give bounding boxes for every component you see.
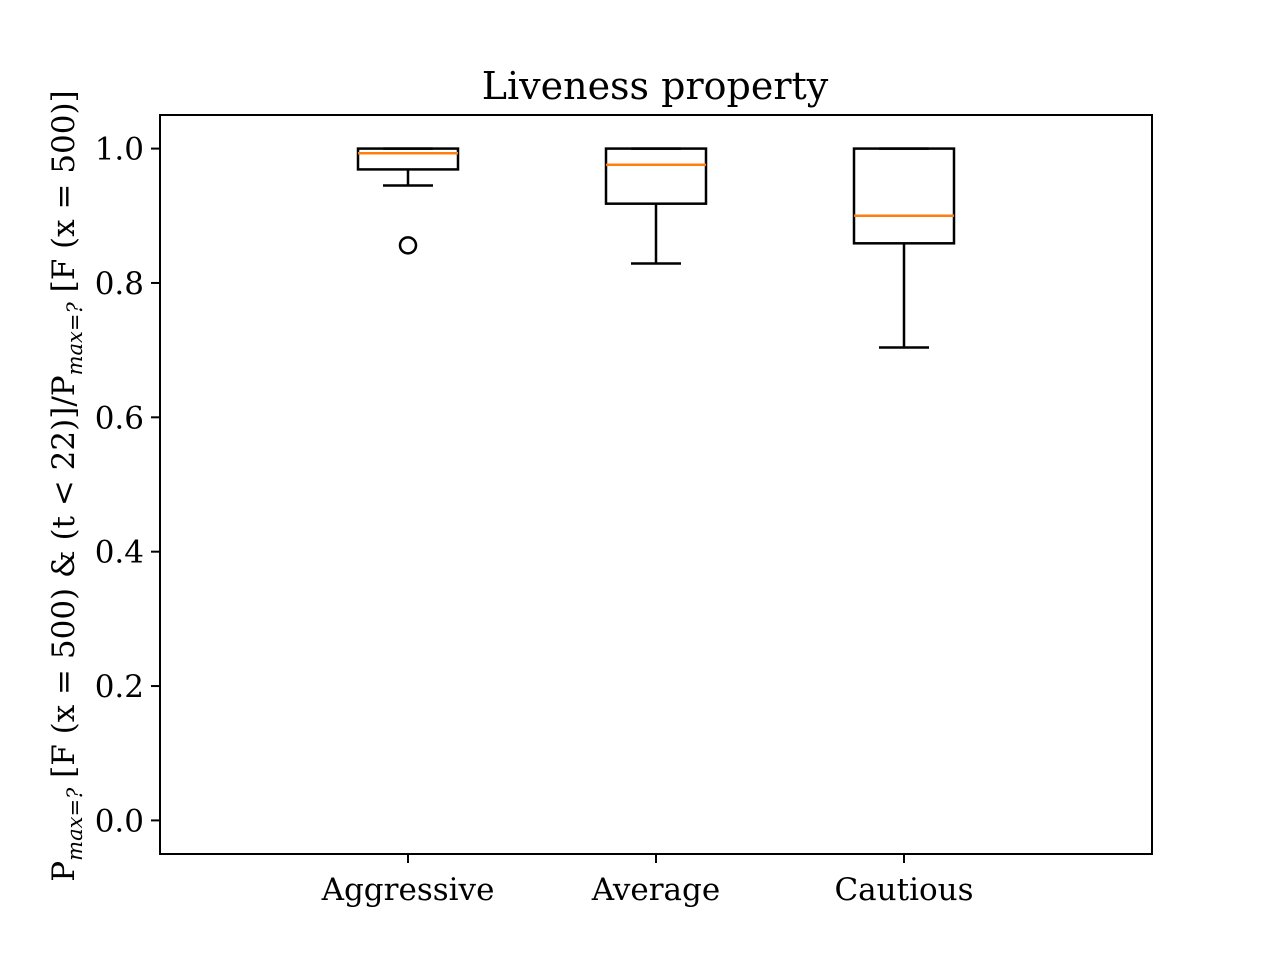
box-iqr bbox=[852, 147, 956, 245]
y-tick-label: 0.0 bbox=[95, 803, 144, 839]
y-axis-label-suffix: [F (x = 500)] bbox=[46, 90, 82, 302]
y-axis-label: Pmax=? [F (x = 500) & (t < 22)]/Pmax=? [… bbox=[46, 90, 87, 881]
box-iqr bbox=[356, 147, 460, 171]
y-axis-label-middle: [F (x = 500) & (t < 22)]/P bbox=[46, 375, 82, 787]
y-tick-label: 0.4 bbox=[95, 535, 144, 571]
y-axis-label-prefix-sub: max=? bbox=[63, 787, 87, 861]
x-tick-label: Aggressive bbox=[321, 872, 495, 908]
y-tick-label: 1.0 bbox=[95, 132, 144, 168]
chart-title: Liveness property bbox=[482, 64, 829, 108]
x-tick-label: Average bbox=[591, 872, 720, 908]
plot-area: 0.0 0.2 0.4 0.6 0.8 1.0 Aggressive Average Cauti… bbox=[95, 132, 974, 908]
y-axis-label-prefix: P bbox=[46, 861, 82, 882]
y-tick-label: 0.2 bbox=[95, 669, 144, 705]
y-axis-label-middle-sub: max=? bbox=[63, 302, 87, 376]
axes-frame bbox=[159, 114, 1153, 855]
outlier-point bbox=[398, 236, 418, 255]
box-iqr bbox=[604, 147, 708, 205]
x-tick-label: Cautious bbox=[834, 872, 973, 908]
y-tick-label: 0.8 bbox=[95, 266, 144, 302]
y-tick-label: 0.6 bbox=[95, 400, 144, 436]
